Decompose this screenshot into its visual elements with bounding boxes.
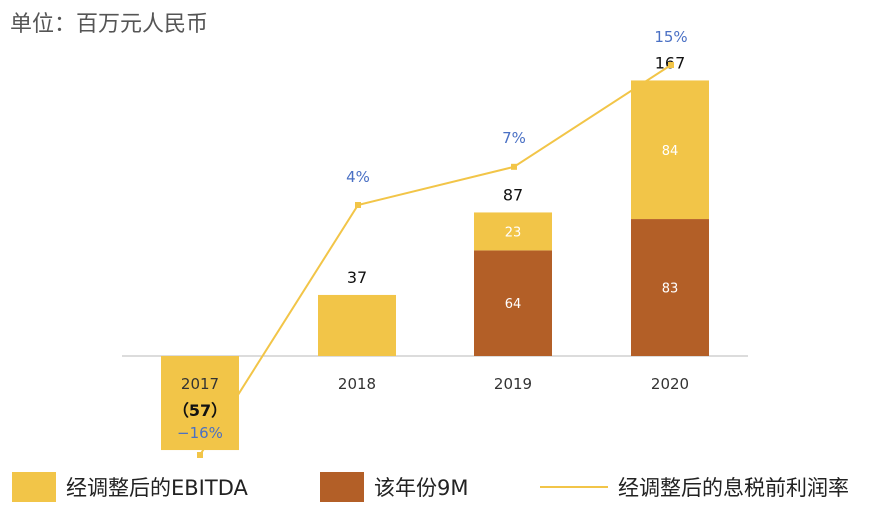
- category-label-2018: 2018: [338, 375, 376, 393]
- bar-ebitda-2020: [631, 80, 709, 220]
- legend-swatch-9m: [320, 472, 364, 502]
- margin-label-2019: 7%: [502, 129, 526, 147]
- bar-9m-label-2020: 83: [662, 282, 679, 297]
- total-label-2017: （57）: [173, 401, 227, 420]
- bar-ebitda-label-2019: 23: [505, 225, 522, 240]
- margin-point-2019: [511, 163, 517, 170]
- legend-swatch-ebitda: [12, 472, 56, 502]
- legend-line-margin: [540, 486, 608, 488]
- margin-label-2017: −16%: [177, 424, 223, 442]
- bar-9m-label-2019: 64: [505, 297, 522, 312]
- legend-item-9m: 该年份9M: [320, 470, 468, 504]
- total-label-2018: 37: [347, 268, 367, 287]
- bar-ebitda-2017: [161, 356, 239, 451]
- bar-9m-2019: [474, 250, 552, 356]
- bar-ebitda-label-2020: 84: [662, 144, 679, 159]
- total-label-2019: 87: [503, 185, 523, 204]
- bar-9m-2020: [631, 219, 709, 356]
- margin-point-2017: [197, 452, 203, 458]
- legend-item-margin: 经调整后的息税前利润率: [540, 470, 849, 504]
- margin-label-2018: 4%: [346, 168, 370, 186]
- legend-label-margin: 经调整后的息税前利润率: [618, 476, 849, 500]
- bar-ebitda-2018: [318, 294, 396, 356]
- bar-ebitda-2019: [474, 212, 552, 251]
- legend: 经调整后的EBITDA 该年份9M 经调整后的息税前利润率: [0, 470, 893, 504]
- ebitda-chart: 2017（57）372018642387201983841672020−16%4…: [122, 28, 748, 458]
- legend-label-9m: 该年份9M: [374, 476, 469, 500]
- category-label-2019: 2019: [494, 375, 532, 393]
- unit-label: 单位：百万元人民币: [10, 12, 209, 37]
- category-label-2017: 2017: [181, 375, 219, 393]
- margin-point-2018: [355, 202, 361, 208]
- legend-label-ebitda: 经调整后的EBITDA: [66, 476, 248, 500]
- margin-label-2020: 15%: [654, 28, 687, 46]
- margin-line: [199, 64, 672, 456]
- margin-point-2020: [668, 62, 674, 69]
- category-label-2020: 2020: [651, 375, 689, 393]
- legend-item-ebitda: 经调整后的EBITDA: [12, 470, 248, 504]
